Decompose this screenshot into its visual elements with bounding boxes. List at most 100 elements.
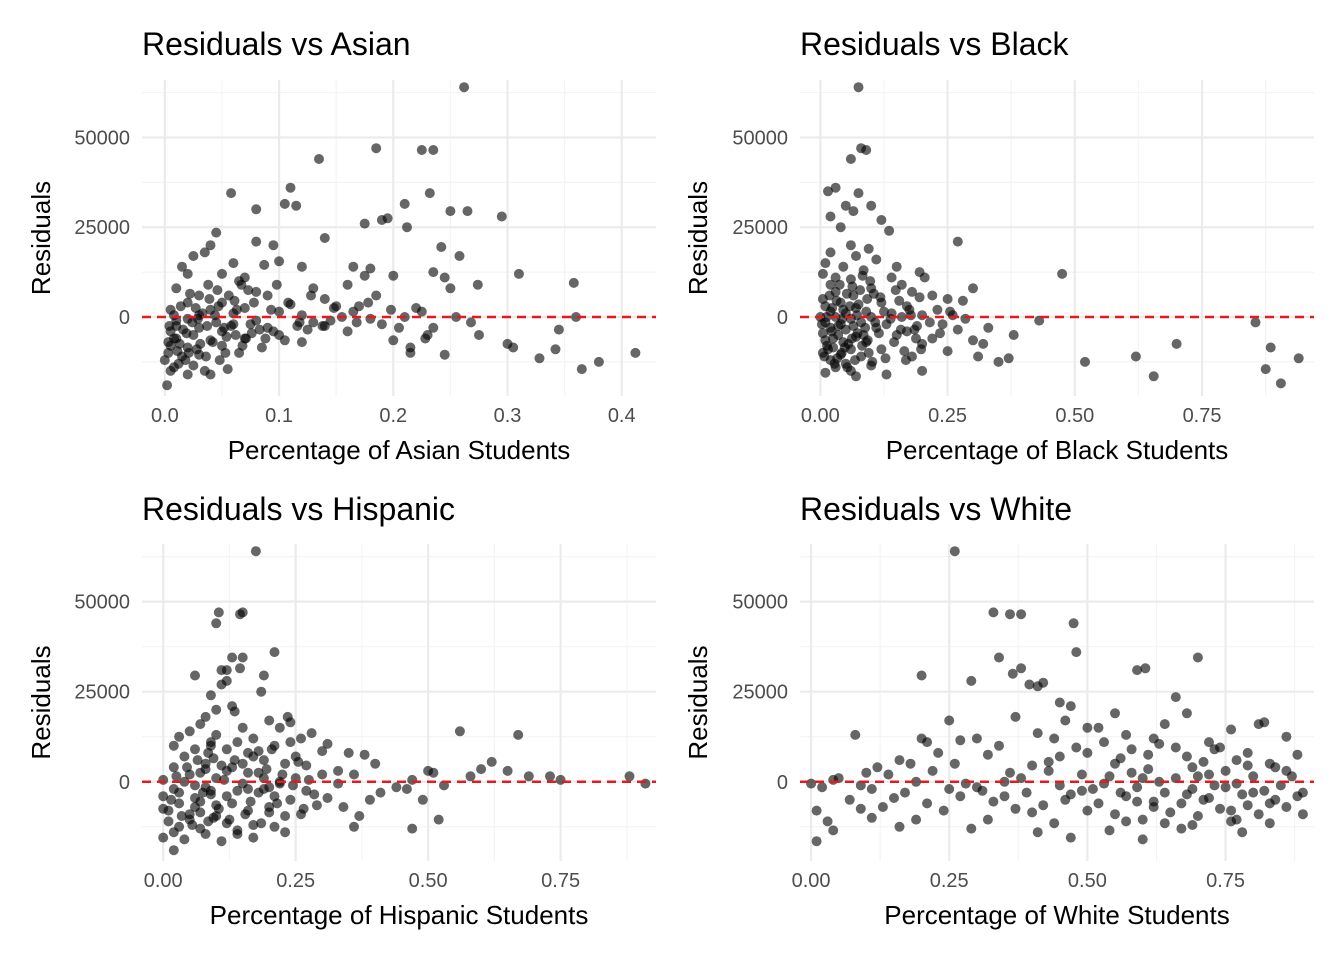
data-point [354, 811, 365, 821]
data-point [1250, 317, 1261, 328]
data-point [274, 256, 285, 267]
data-point [317, 746, 328, 757]
data-point [847, 281, 858, 292]
data-point [205, 740, 216, 751]
data-point [945, 306, 956, 317]
data-point [251, 204, 262, 215]
x-axis-title: Percentage of Hispanic Students [210, 900, 589, 930]
data-point [978, 338, 989, 349]
data-point [952, 236, 963, 247]
data-point [190, 303, 201, 313]
data-point [256, 342, 267, 353]
data-point [342, 326, 353, 337]
data-point [1093, 798, 1104, 809]
data-point [1080, 356, 1090, 367]
data-point [1008, 330, 1019, 340]
data-point [280, 827, 291, 838]
data-point [817, 782, 828, 793]
data-point [285, 794, 296, 805]
data-point [228, 258, 239, 269]
panel-title: Residuals vs White [800, 491, 1072, 527]
data-point [1143, 749, 1154, 760]
data-point [169, 362, 179, 373]
y-tick-label: 0 [777, 307, 788, 329]
data-point [183, 347, 194, 358]
data-point [176, 811, 187, 821]
data-point [971, 733, 982, 744]
data-point [828, 774, 839, 785]
data-point [428, 767, 439, 778]
data-point [158, 832, 169, 843]
data-point [1154, 738, 1165, 749]
data-point [205, 240, 216, 251]
data-point [873, 328, 884, 339]
data-point [227, 798, 238, 809]
data-point [1297, 809, 1308, 820]
data-point [319, 294, 330, 304]
data-point [1137, 834, 1148, 845]
data-point [896, 312, 907, 322]
data-point [932, 304, 943, 315]
data-point [174, 821, 185, 832]
data-point [190, 670, 200, 681]
data-point [1237, 827, 1248, 838]
data-point [1220, 782, 1231, 793]
data-point [359, 749, 370, 760]
data-point [837, 313, 848, 324]
data-point [190, 802, 200, 812]
data-point [820, 367, 831, 378]
data-point [174, 731, 185, 742]
x-tick-label: 0.25 [928, 405, 967, 427]
data-point [248, 733, 259, 744]
data-point [190, 744, 200, 755]
data-point [243, 784, 253, 794]
data-point [838, 261, 849, 272]
data-point [1049, 733, 1060, 744]
x-tick-label: 0.50 [1068, 870, 1107, 892]
y-tick-label: 0 [119, 772, 130, 794]
data-point [245, 319, 256, 330]
data-point [568, 277, 579, 288]
data-point [211, 618, 222, 629]
data-point [1121, 816, 1132, 827]
data-point [258, 755, 269, 766]
data-point [211, 811, 222, 821]
data-point [185, 288, 195, 299]
data-point [248, 820, 259, 830]
data-point [216, 836, 227, 847]
data-point [513, 729, 524, 740]
data-point [237, 758, 248, 769]
data-point [1159, 719, 1170, 730]
data-point [391, 782, 402, 793]
data-point [226, 188, 237, 199]
data-point [816, 319, 827, 330]
data-point [439, 272, 450, 283]
data-point [1292, 749, 1303, 760]
data-point [187, 820, 198, 830]
data-point [1143, 764, 1154, 775]
data-point [534, 353, 545, 364]
data-point [322, 793, 333, 803]
data-point [553, 324, 564, 335]
data-point [1043, 756, 1054, 767]
data-point [1027, 760, 1038, 771]
data-point [1148, 371, 1159, 382]
data-point [1226, 805, 1237, 816]
data-point [428, 145, 439, 155]
data-point [1110, 809, 1120, 820]
data-point [900, 355, 911, 366]
data-point [232, 737, 243, 748]
data-point [433, 814, 444, 825]
data-point [1297, 787, 1308, 798]
data-point [1021, 787, 1032, 798]
data-point [1192, 811, 1203, 821]
data-point [624, 771, 635, 782]
data-point [971, 782, 982, 793]
data-point [982, 814, 993, 825]
data-point [439, 349, 450, 360]
data-point [924, 317, 935, 328]
data-point [296, 733, 306, 744]
data-point [474, 330, 484, 340]
data-point [407, 823, 418, 834]
panel-title: Residuals vs Hispanic [142, 491, 455, 527]
